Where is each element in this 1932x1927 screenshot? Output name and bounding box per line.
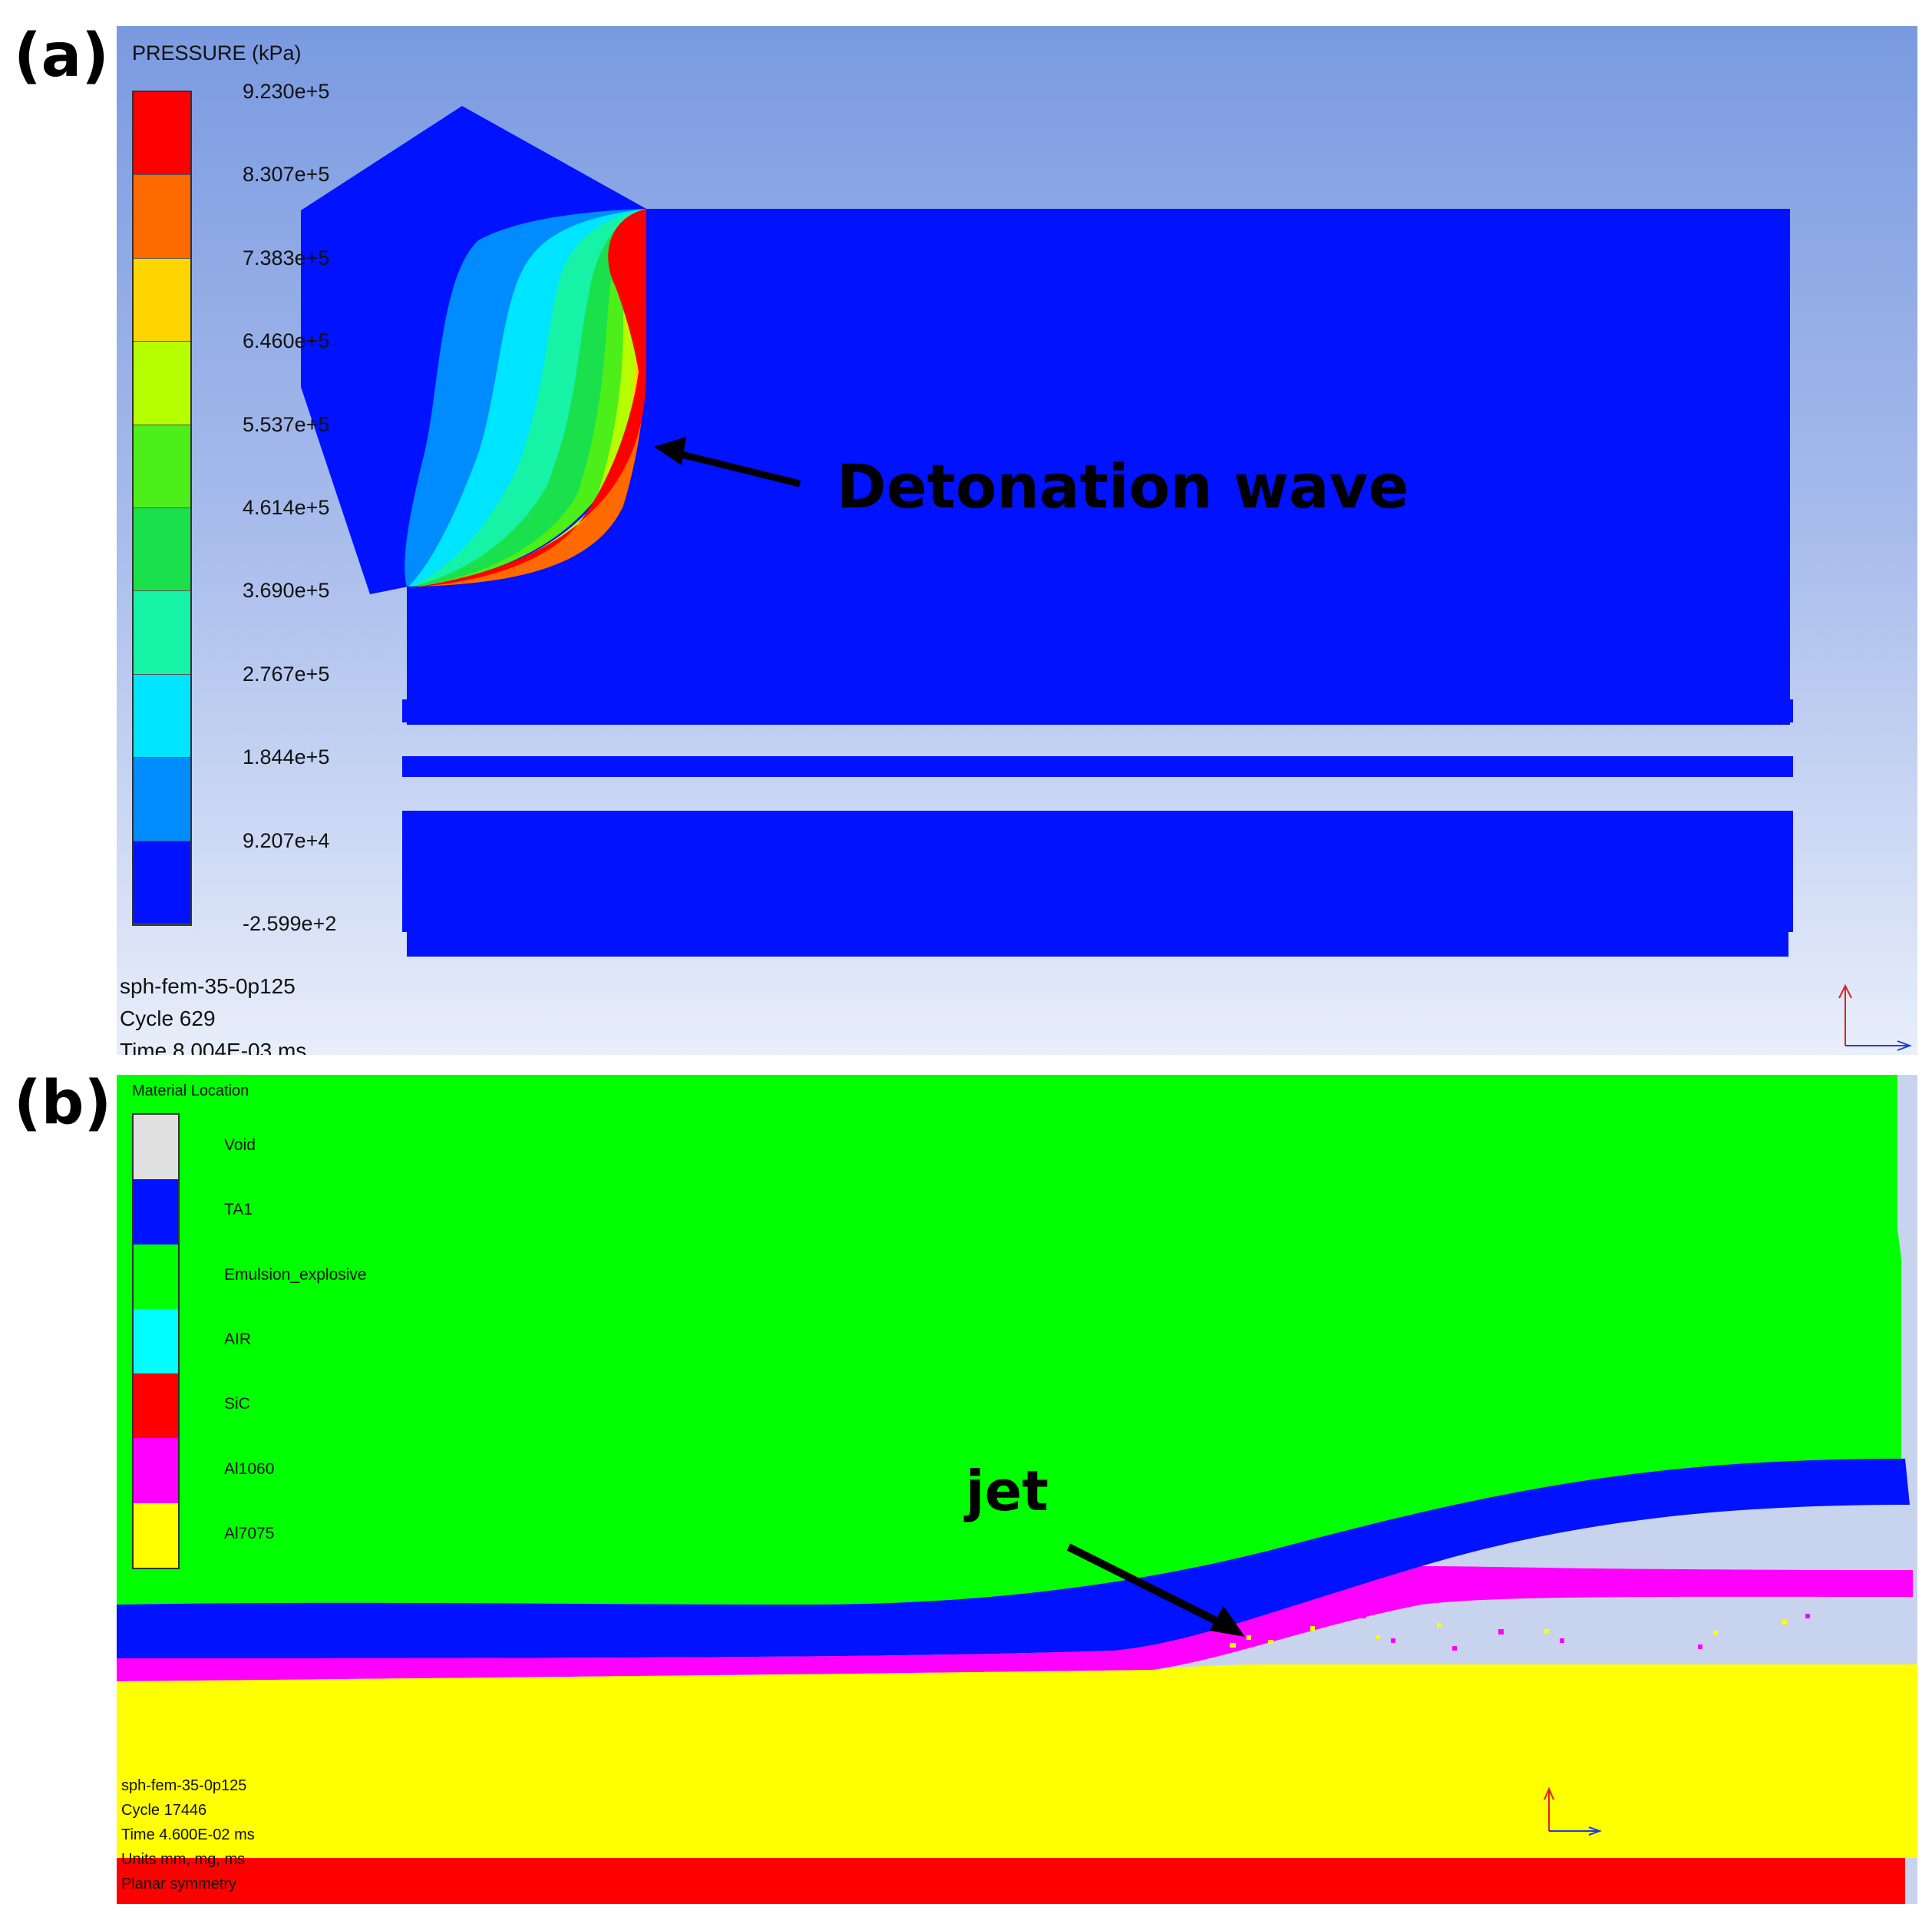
legend-color-swatch: [134, 92, 190, 176]
material-swatch: [134, 1179, 178, 1244]
legend-color-swatch: [134, 342, 190, 425]
legend-color-swatch: [134, 674, 190, 759]
base-plate-foot: [407, 932, 1788, 957]
legend-tick-label: 1.844e+5: [243, 745, 330, 769]
legend-tick-label: 4.614e+5: [243, 496, 330, 519]
jet-label: jet: [966, 1459, 1049, 1523]
detonation-wave-arrow: [654, 437, 801, 488]
legend-color-swatch: [134, 258, 190, 342]
material-label: Emulsion_explosive: [224, 1265, 367, 1284]
pressure-color-legend: [132, 91, 192, 926]
legend-color-swatch: [134, 758, 190, 841]
legend-tick-label: 9.230e+5: [243, 80, 330, 103]
axis-triad-icon: [1838, 983, 1912, 1051]
al1060-layer: [117, 1566, 1913, 1681]
panel-a-simulation-view: [117, 26, 1917, 1055]
material-label: Al7075: [224, 1524, 275, 1542]
explosive-region: [117, 1075, 1905, 1605]
detonation-wave-contours: [405, 209, 646, 587]
panel-b-simulation-view: [117, 1075, 1917, 1904]
panel-a-label: (a): [14, 21, 109, 91]
material-label: TA1: [224, 1201, 253, 1219]
panel-a-info-block: sph-fem-35-0p125 Cycle 629 Time 8.004E-0…: [120, 970, 306, 1055]
base-plate: [402, 811, 1793, 932]
legend-tick-label: 8.307e+5: [243, 163, 330, 187]
material-label: SiC: [224, 1395, 250, 1413]
material-swatch: [134, 1373, 178, 1439]
al7075-base: [117, 1664, 1917, 1858]
sic-layer: [117, 1858, 1905, 1904]
legend-tick-label: 5.537e+5: [243, 412, 330, 436]
legend-color-swatch: [134, 591, 190, 675]
panel-b-label: (b): [14, 1069, 112, 1138]
axis-triad-icon: [1544, 1787, 1602, 1836]
material-swatch: [134, 1115, 178, 1180]
symmetry-readout: Planar symmetry: [121, 1876, 237, 1892]
legend-tick-label: 6.460e+5: [243, 329, 330, 353]
material-swatch: [134, 1244, 178, 1309]
time-readout: Time 4.600E-02 ms: [121, 1826, 255, 1843]
legend-tick-label: -2.599e+2: [243, 912, 337, 935]
legend-color-swatch: [134, 425, 190, 508]
time-readout: Time 8.004E-03 ms: [120, 1039, 307, 1055]
material-swatch: [134, 1438, 178, 1503]
legend-tick-label: 9.207e+4: [243, 828, 330, 852]
material-swatch: [134, 1502, 178, 1568]
legend-color-swatch: [134, 175, 190, 259]
material-label: Void: [224, 1136, 256, 1155]
jet-arrow: [1066, 1543, 1245, 1637]
jet-particles: [1230, 1620, 1787, 1648]
material-swatch: [134, 1308, 178, 1374]
lower-plate-top: [402, 699, 1793, 722]
units-readout: Units mm, mg, ms: [121, 1851, 246, 1868]
panel-b-info-block: sph-fem-35-0p125 Cycle 17446 Time 4.600E…: [121, 1773, 255, 1896]
model-name: sph-fem-35-0p125: [121, 1777, 247, 1794]
material-label: AIR: [224, 1330, 252, 1348]
pressure-legend-title: PRESSURE (kPa): [132, 41, 302, 64]
legend-tick-label: 7.383e+5: [243, 246, 330, 269]
legend-tick-label: 3.690e+5: [243, 579, 330, 603]
ta1-flyer-plate: [117, 1459, 1910, 1658]
legend-color-swatch: [134, 841, 190, 924]
al1060-fragments: [1360, 1612, 1810, 1651]
legend-tick-label: 2.767e+5: [243, 662, 330, 686]
material-legend-title: Material Location: [132, 1082, 249, 1099]
legend-color-swatch: [134, 507, 190, 592]
middle-plate: [402, 756, 1793, 777]
model-name: sph-fem-35-0p125: [120, 974, 296, 998]
material-label: Al1060: [224, 1459, 275, 1478]
detonation-wave-label: Detonation wave: [837, 453, 1409, 522]
material-color-legend: [132, 1113, 180, 1569]
cycle-readout: Cycle 17446: [121, 1802, 207, 1819]
cycle-readout: Cycle 629: [120, 1006, 216, 1030]
